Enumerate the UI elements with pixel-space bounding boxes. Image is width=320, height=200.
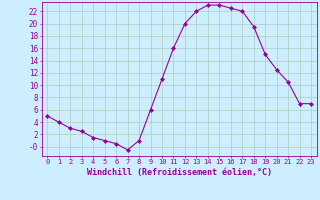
X-axis label: Windchill (Refroidissement éolien,°C): Windchill (Refroidissement éolien,°C) <box>87 168 272 177</box>
